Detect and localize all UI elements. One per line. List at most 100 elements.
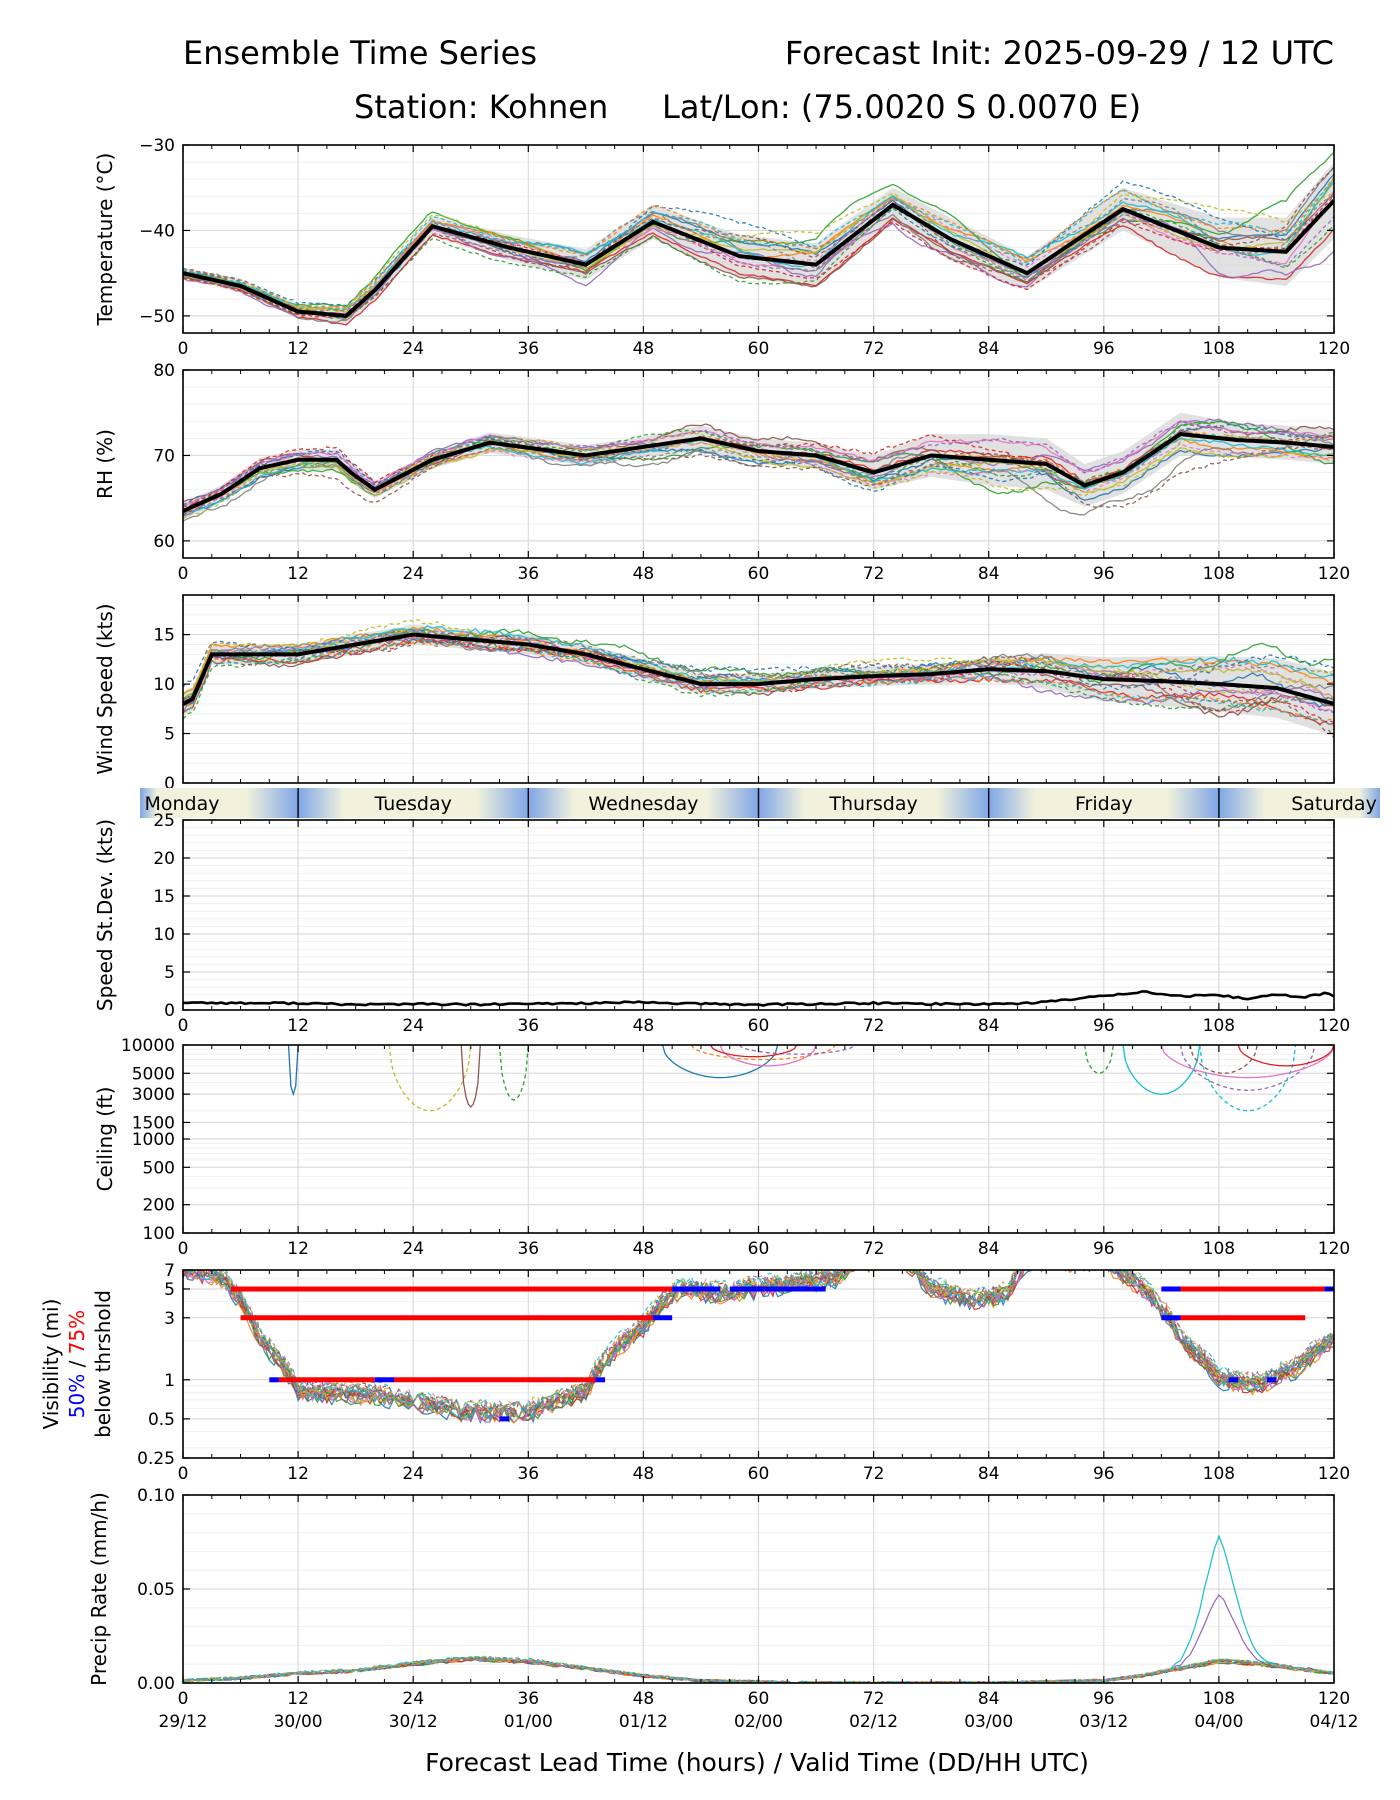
day-band-morning [528,788,644,818]
x-tick-label: 108 [1203,1464,1235,1484]
y-tick-label: 1 [164,1371,175,1391]
x-tick-label: 36 [517,1016,539,1036]
x-tick-label: 108 [1203,1016,1235,1036]
plot-area-temperature [183,151,1334,326]
member-line [183,438,1334,517]
y-tick-label: 7 [164,1261,175,1281]
day-band-evening [643,788,759,818]
x-tick-label: 12 [287,564,309,584]
valid-time-label: 01/00 [504,1712,553,1732]
member-line [183,434,1334,515]
x-tick-label: 60 [748,339,770,359]
x-tick-label: 72 [863,1239,885,1259]
day-band-evening [1334,788,1380,818]
x-tick-label: 72 [863,339,885,359]
panel-relative_humidity: 0 12 24 36 48 60 72 84 96 108 120 60 70 80 RH (%) [93,361,1350,584]
day-label-monday: Monday [144,793,219,815]
title-left: Ensemble Time Series [183,34,537,72]
x-tick-label: 60 [748,1689,770,1709]
y-tick-label: 15 [153,887,175,907]
y-tick-label: 60 [153,532,175,552]
x-tick-label: 60 [748,1464,770,1484]
x-tick-label: 84 [978,1016,1000,1036]
visibility-member-line [183,1270,1334,1416]
x-tick-label: 96 [1093,1016,1115,1036]
member-line [183,639,1334,739]
ceiling-member-line [1189,1045,1258,1074]
valid-time-label: 29/12 [159,1712,208,1732]
spread-band [183,162,1334,325]
x-tick-label: 84 [978,1689,1000,1709]
x-tick-label: 96 [1093,339,1115,359]
member-line [183,207,1334,320]
x-axis-label: Forecast Lead Time (hours) / Valid Time … [425,1748,1089,1777]
day-band-evening [873,788,989,818]
valid-time-label: 04/12 [1310,1712,1359,1732]
y-tick-label: −40 [139,221,175,241]
member-line [183,639,1334,723]
panel-visibility: 0 12 24 36 48 60 72 84 96 108 120 0.25 0.5 1 3 57 Visibi… [39,1261,1350,1484]
y-tick-label: 15 [153,626,175,646]
y-tick-label: 25 [153,811,175,831]
day-band-morning [988,788,1104,818]
y-axis-label-ceiling: Ceiling (ft) [93,1087,117,1192]
y-tick-label: 5 [164,963,175,983]
x-tick-label: 60 [748,1016,770,1036]
valid-time-label: 01/12 [619,1712,668,1732]
x-tick-label: 12 [287,1464,309,1484]
y-tick-label: 10000 [121,1036,175,1056]
y-tick-label: 20 [153,849,175,869]
y-axis-label-speed_std_dev: Speed St.Dev. (kts) [93,819,117,1011]
x-tick-label: 120 [1318,1689,1350,1709]
y-tick-label: 0.10 [137,1486,175,1506]
ceiling-member-line [498,1045,529,1101]
ceiling-member-line [287,1045,299,1097]
day-label-wednesday: Wednesday [588,793,698,815]
x-tick-label: 12 [287,1689,309,1709]
x-tick-label: 0 [178,339,189,359]
x-tick-label: 48 [633,1239,655,1259]
x-tick-label: 0 [178,564,189,584]
y-tick-label: 1500 [132,1113,175,1133]
x-tick-label: 24 [402,1016,424,1036]
y-tick-label: 200 [143,1196,175,1216]
label-75pct: 75% [65,1310,89,1354]
y-tick-label: 5 [164,1280,175,1300]
ceiling-member-line [719,1045,817,1067]
x-tick-label: 108 [1203,339,1235,359]
y-axis-label-visibility-pct: 50% / 75% [65,1310,89,1418]
x-tick-label: 120 [1318,564,1350,584]
day-label-friday: Friday [1075,793,1133,815]
ceiling-member-line [709,1045,798,1058]
panel-precip_rate: 0 29/12 12 30/00 24 30/12 36 01/00 48 01/12 60 02/0… [87,1486,1359,1732]
day-band-evening [1103,788,1219,818]
y-tick-label: 3 [164,1309,175,1329]
y-tick-label: 0.25 [137,1449,175,1469]
member-line [183,178,1334,310]
x-tick-label: 60 [748,564,770,584]
y-axis-label-visibility: Visibility (mi) [39,1299,63,1430]
x-tick-label: 24 [402,339,424,359]
x-tick-label: 0 [178,1689,189,1709]
member-line [183,190,1334,315]
y-tick-label: 0.00 [137,1674,175,1694]
ceiling-member-line [661,1045,779,1079]
day-band-morning [1218,788,1334,818]
ensemble-mean-line [183,432,1334,513]
day-band-morning [140,788,183,818]
label-50pct: 50% [65,1374,89,1418]
panel-ceiling: 0 12 24 36 48 60 72 84 96 108 120 100 200 500 10001500… [93,1036,1350,1259]
y-tick-label: 3000 [132,1085,175,1105]
x-tick-label: 36 [517,339,539,359]
x-tick-label: 72 [863,1016,885,1036]
y-tick-label: −50 [139,307,175,327]
x-tick-label: 96 [1093,1464,1115,1484]
valid-time-label: 04/00 [1194,1712,1243,1732]
ceiling-member-line [1160,1045,1334,1079]
y-tick-label: 70 [153,446,175,466]
x-tick-label: 108 [1203,1239,1235,1259]
x-tick-label: 48 [633,1689,655,1709]
title-right: Forecast Init: 2025-09-29 / 12 UTC [785,34,1334,72]
x-tick-label: 48 [633,339,655,359]
